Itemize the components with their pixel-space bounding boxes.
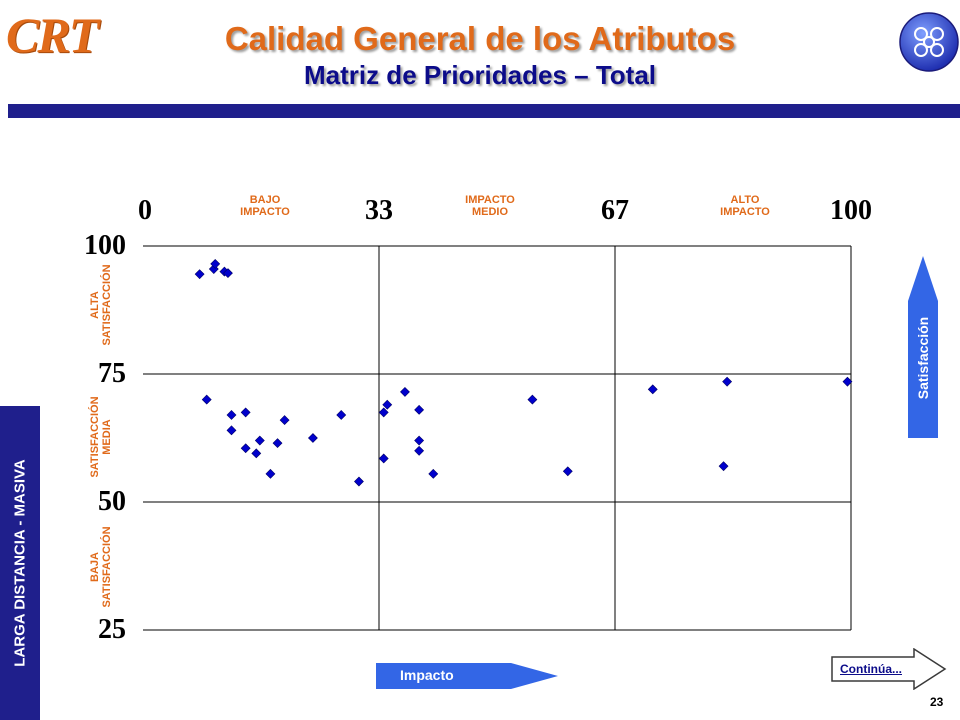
zone-bajo-impacto: BAJO IMPACTO [240, 194, 290, 218]
data-point [201, 394, 212, 405]
page-subtitle: Matriz de Prioridades – Total [303, 60, 657, 90]
satisfaccion-arrow [908, 256, 938, 438]
header-rule [8, 104, 960, 118]
data-point [378, 453, 389, 464]
y-tick-label: 25 [98, 614, 126, 645]
data-point [240, 443, 251, 454]
continua-button-shape [831, 648, 947, 690]
data-point [307, 433, 318, 443]
data-point [279, 415, 290, 426]
crt-logo: CRT [6, 7, 99, 63]
continua-button[interactable]: Continúa... [840, 662, 902, 676]
data-point [194, 269, 205, 280]
data-point [400, 386, 410, 397]
x-tick-label: 100 [830, 195, 872, 226]
data-point [842, 376, 853, 387]
data-point [722, 376, 733, 387]
satisfaccion-label: Satisfacción [915, 316, 931, 400]
data-point [414, 404, 425, 415]
data-point [336, 410, 347, 420]
data-point [254, 435, 265, 446]
data-point [562, 466, 573, 477]
data-point [226, 425, 237, 436]
data-point [428, 468, 439, 479]
data-point [226, 410, 237, 420]
data-point [378, 407, 389, 418]
impacto-label: Impacto [400, 667, 454, 683]
y-tick-label: 100 [84, 230, 126, 261]
data-point [718, 461, 729, 472]
x-tick-label: 67 [601, 195, 629, 226]
data-point [414, 435, 425, 446]
globe-people-icon [899, 12, 959, 72]
data-point [354, 476, 364, 487]
data-point [240, 407, 251, 418]
x-tick-label: 33 [365, 195, 393, 226]
page-title: Calidad General de los Atributos [224, 20, 736, 57]
data-point [382, 399, 393, 410]
data-point [414, 445, 425, 456]
data-points [194, 258, 853, 487]
y-tick-label: 75 [98, 358, 126, 389]
data-point [527, 394, 538, 405]
data-point [223, 268, 233, 279]
x-tick-label: 0 [138, 195, 152, 226]
sidebar-band: LARGA DISTANCIA - MASIVA [0, 406, 40, 720]
y-tick-label: 50 [98, 486, 126, 517]
zone-alto-impacto: ALTO IMPACTO [720, 194, 770, 218]
data-point [265, 468, 276, 479]
data-point [272, 438, 283, 449]
page-number: 23 [930, 695, 944, 709]
impacto-arrow [376, 663, 558, 689]
data-point [647, 384, 658, 395]
zone-impacto-medio: IMPACTO MEDIO [465, 194, 515, 218]
data-point [251, 448, 262, 459]
data-point [210, 258, 221, 269]
